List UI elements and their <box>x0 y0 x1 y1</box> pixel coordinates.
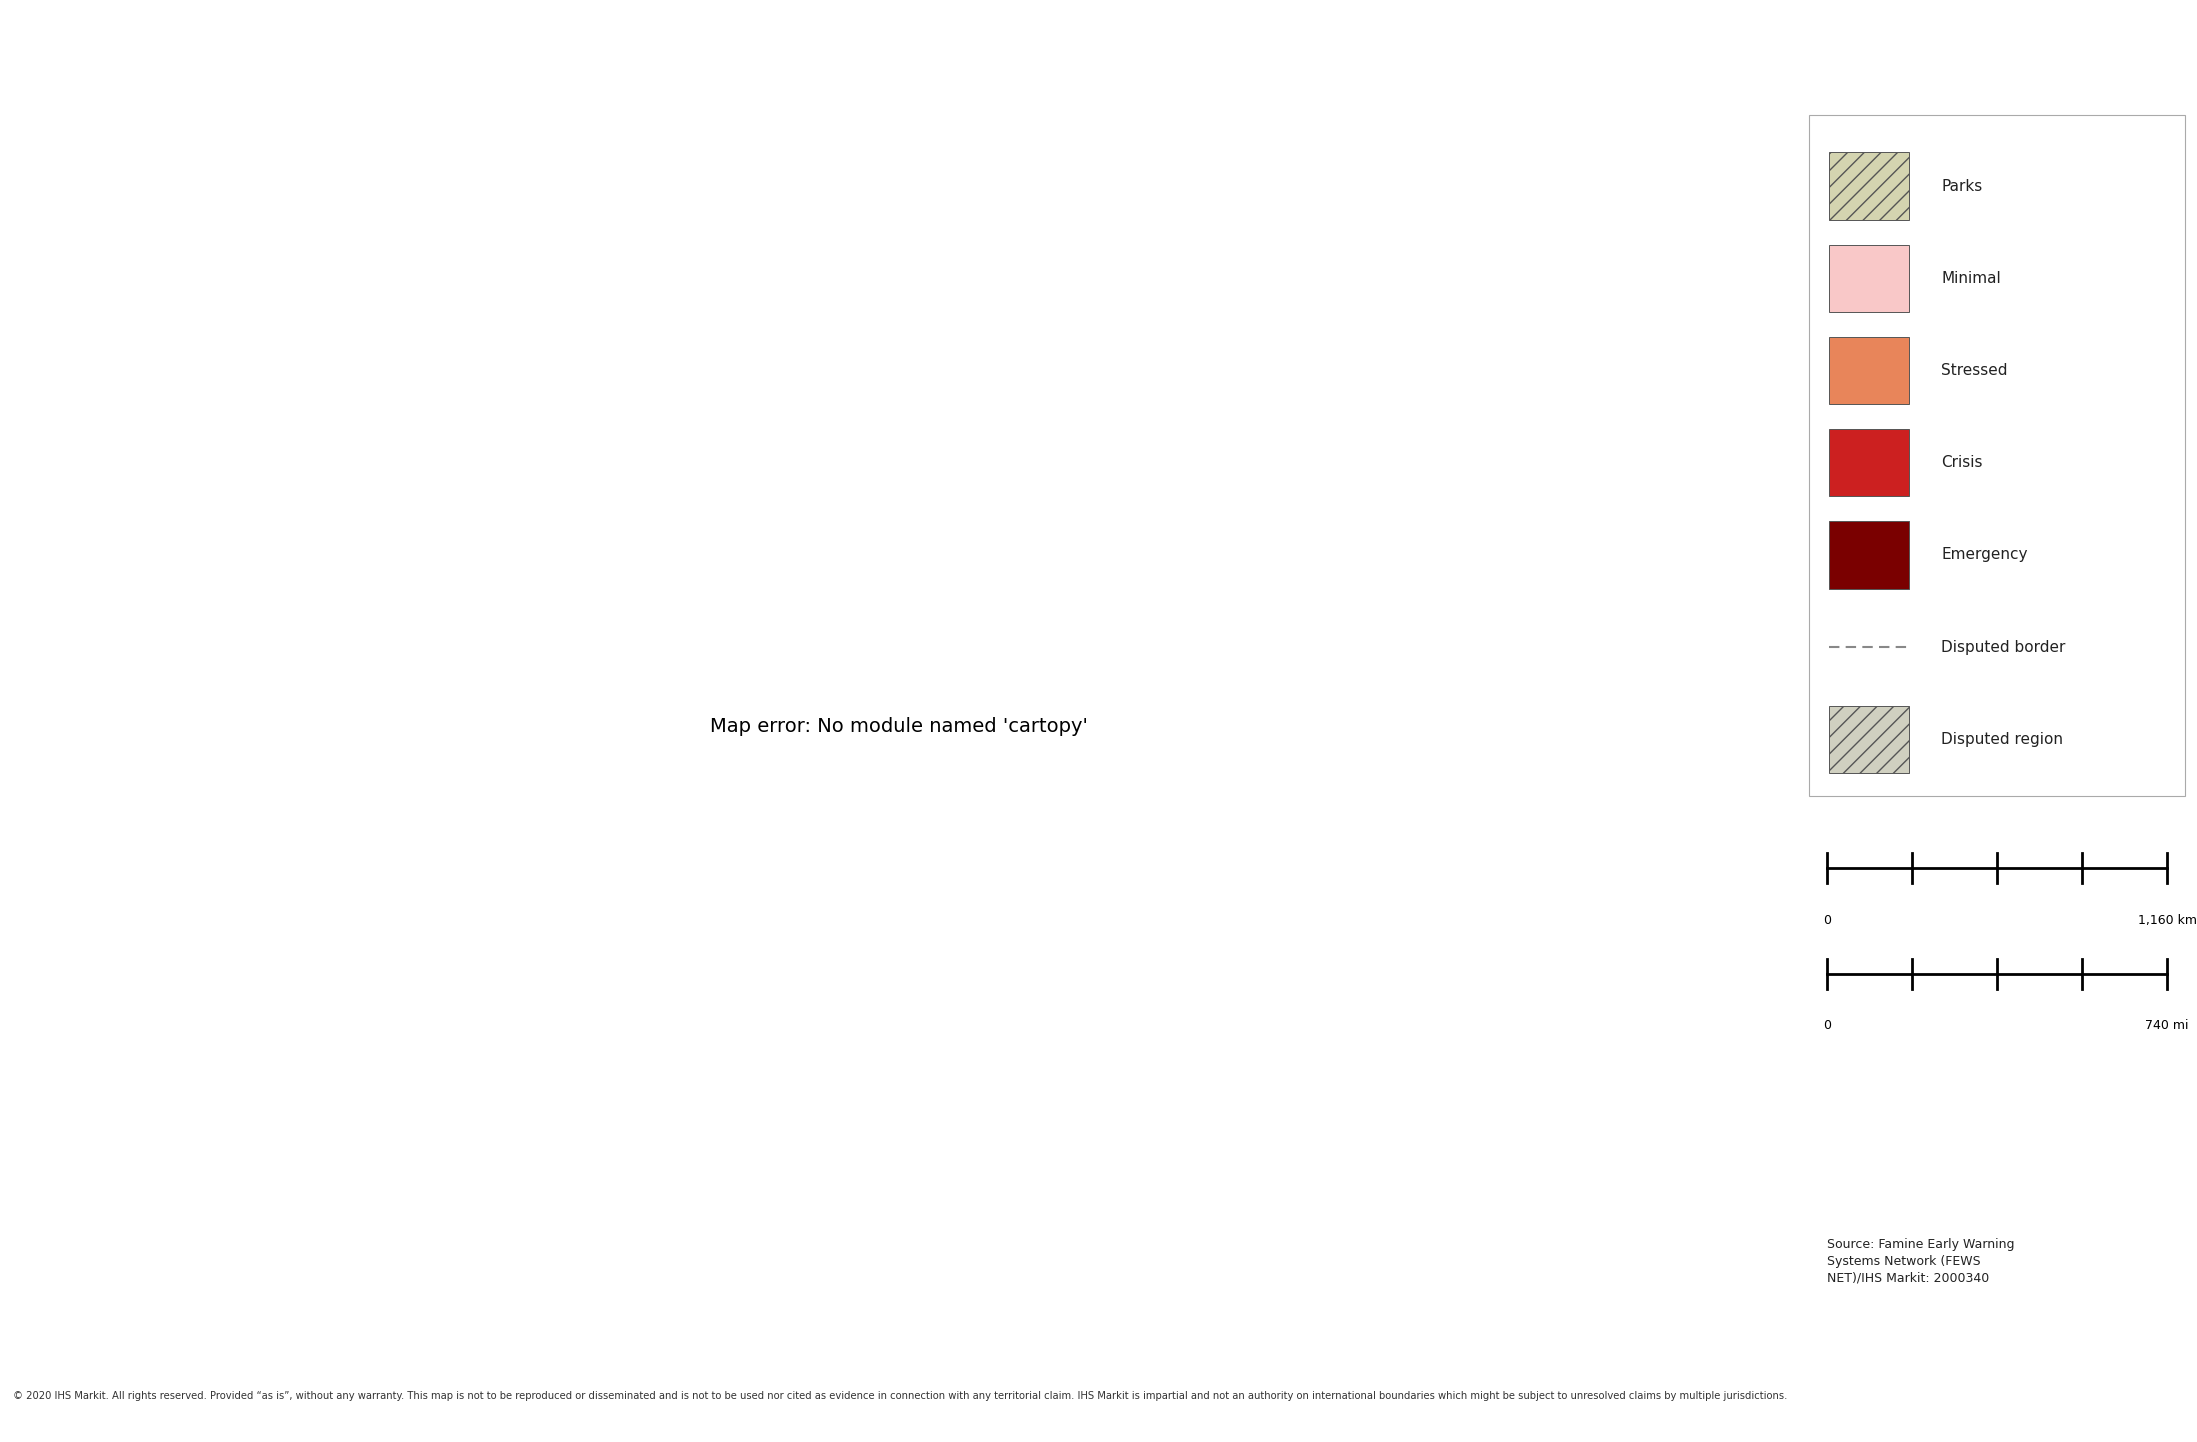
Bar <box>1830 705 1909 773</box>
Text: 1,160 km: 1,160 km <box>2138 914 2197 927</box>
Text: Minimal: Minimal <box>1942 271 2001 286</box>
Bar <box>1830 430 1909 496</box>
Text: Parks: Parks <box>1942 179 1982 193</box>
Bar <box>1830 337 1909 404</box>
Text: Disputed border: Disputed border <box>1942 640 2065 655</box>
Text: © 2020 IHS Markit. All rights reserved. Provided “as is”, without any warranty. : © 2020 IHS Markit. All rights reserved. … <box>13 1392 1788 1402</box>
Bar <box>1830 153 1909 219</box>
Text: Disputed region: Disputed region <box>1942 733 2063 747</box>
Text: Acute Food Insecurity (June—September 2020): Acute Food Insecurity (June—September 20… <box>22 33 1046 71</box>
Text: Source: Famine Early Warning
Systems Network (FEWS
NET)/IHS Markit: 2000340: Source: Famine Early Warning Systems Net… <box>1828 1237 2015 1285</box>
Text: Crisis: Crisis <box>1942 456 1982 470</box>
Bar <box>1830 522 1909 588</box>
Text: Map error: No module named 'cartopy': Map error: No module named 'cartopy' <box>710 717 1088 735</box>
Text: 0: 0 <box>1824 1019 1830 1032</box>
Text: 0: 0 <box>1824 914 1830 927</box>
Bar <box>1830 245 1909 311</box>
Text: Stressed: Stressed <box>1942 363 2008 378</box>
Text: 740 mi: 740 mi <box>2146 1019 2188 1032</box>
Text: Emergency: Emergency <box>1942 548 2028 562</box>
